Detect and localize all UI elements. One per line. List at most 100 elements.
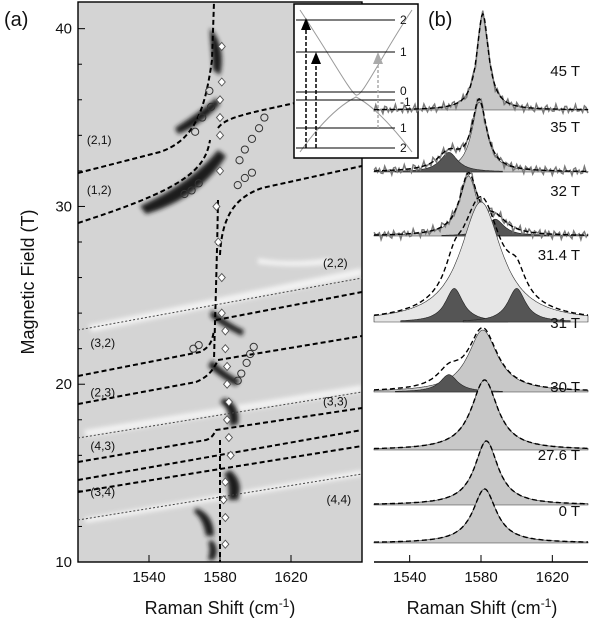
dark-features: [140, 28, 244, 560]
circle-marker: [207, 102, 216, 111]
spectrum-fit-curve: [374, 327, 588, 391]
fit-line-2-3: [78, 335, 362, 405]
spectrum-label: 27.6 T: [538, 447, 580, 464]
spectrum-label: 45 T: [550, 63, 580, 80]
spectrum-noisy-trace: [373, 10, 589, 116]
diamond-marker: [215, 95, 225, 105]
diamond-marker: [223, 415, 232, 425]
inset-level-label: 1: [400, 45, 407, 59]
spectrum-fit-curve: [373, 379, 589, 450]
circle-marker: [187, 186, 196, 195]
spectrum-side-peak: [395, 152, 503, 173]
diamond-marker: [223, 361, 232, 372]
transition-label: (3,2): [90, 336, 115, 350]
circle-marker: [233, 376, 242, 385]
dotted-line-2-2: [78, 277, 362, 331]
spectrum-label: 0 T: [559, 503, 580, 520]
inset-energy-diagram: 2 1 0-1 1 2: [293, 3, 419, 159]
diamond-marker: [219, 495, 228, 505]
diamond-marker: [215, 130, 225, 141]
diamond-marker: [215, 166, 225, 176]
inset-level-labels: 2 1 0-1 1 2: [400, 13, 411, 155]
panel-b-label: (b): [428, 9, 452, 31]
circle-marker: [205, 86, 214, 95]
circle-marker: [180, 189, 189, 199]
diamond-marker: [221, 326, 230, 336]
circle-marker: [246, 349, 255, 359]
spectrum-fit-curve: [373, 195, 589, 316]
spectrum-7: 0 T: [373, 488, 589, 544]
fit-line-2-1: [78, 1, 215, 174]
inset-level-label: 2: [400, 13, 407, 27]
spectrum-6: 27.6 T: [373, 440, 589, 506]
x-tick-label-a: 1540: [132, 569, 165, 586]
panel-b: (b) 45 T35 T32 T31.4 T31 T30 T27.6 T0 T …: [373, 9, 589, 618]
circle-marker: [240, 173, 249, 183]
panel-b-ticks: 1540 1580 1620: [393, 555, 569, 586]
spectrum-fit-curve: [374, 488, 588, 543]
inset-level-label: 1: [400, 121, 407, 135]
transition-label: (2,3): [90, 386, 115, 400]
x-tick-label-b: 1540: [393, 569, 426, 586]
fit-line-3-2-right: [215, 291, 362, 321]
diamond-marker: [217, 77, 226, 87]
transition-labels: (2,1) (1,2) (2,2) (3,2) (2,3) (3,3) (4,3) (3,4)…: [87, 133, 351, 506]
transition-label: (2,1): [87, 133, 112, 147]
diamond-marker: [217, 41, 226, 52]
spectrum-noisy-trace: [373, 171, 589, 243]
circle-marker: [233, 181, 242, 190]
diamond-marker: [221, 477, 230, 487]
spectrum-label: 30 T: [550, 379, 580, 396]
diamond-marker: [217, 308, 226, 318]
circle-marker: [260, 113, 269, 122]
circle-marker: [247, 134, 257, 143]
diamond-marker: [215, 112, 225, 123]
circle-marker: [235, 156, 244, 165]
circle-marker: [254, 124, 264, 133]
fit-line-4-3: [78, 407, 362, 463]
arrowhead-2-to-2: [301, 18, 311, 30]
spectrum-5: 30 T: [373, 379, 589, 451]
fit-line-1-2: [78, 139, 211, 224]
x-axis-title-b: Raman Shift (cm-1): [407, 596, 558, 618]
diamond-marker: [212, 201, 221, 212]
diamond-marker: [217, 272, 226, 283]
spectrum-side-peak: [462, 288, 571, 323]
y-tick-label: 30: [55, 198, 72, 215]
diamond-marker: [226, 450, 235, 461]
inset-arrows: [301, 18, 383, 148]
transition-label: (1,2): [87, 183, 112, 197]
circle-marker: [240, 145, 249, 154]
diamond-marker: [214, 237, 223, 247]
fit-lines: [78, 1, 362, 562]
diamond-marker: [221, 512, 230, 523]
inset-level-label: -1: [400, 95, 411, 109]
diamond-marker: [221, 539, 230, 549]
panel-a-ticks: 1540 1580 1620 10 20 30 40: [55, 21, 307, 586]
peak-markers: [180, 41, 269, 549]
panel-a-label: (a): [4, 9, 28, 31]
y-axis-title: Magnetic Field (T): [18, 209, 38, 354]
arrowhead-1-to-1: [373, 52, 383, 64]
spectrum-0: 45 T: [373, 10, 589, 116]
circle-marker: [194, 341, 203, 350]
y-tick-label: 10: [55, 554, 72, 571]
fit-line-1-2-right: [219, 165, 362, 256]
x-tick-label-a: 1620: [274, 569, 307, 586]
circle-marker: [191, 127, 200, 136]
transition-label: (2,2): [323, 256, 348, 270]
transition-label: (4,4): [327, 492, 352, 506]
x-tick-label-a: 1580: [203, 569, 236, 586]
spectrum-peak-fill: [373, 201, 589, 323]
fit-line-3-4: [78, 429, 362, 481]
diamond-marker: [224, 397, 233, 407]
fit-line-3-2: [78, 329, 215, 377]
inset-level-label: 0: [400, 84, 407, 98]
transition-label: (4,3): [90, 439, 115, 453]
spectrum-1: 35 T: [373, 97, 589, 178]
spectrum-fit-curve: [374, 12, 588, 111]
spectrum-fit-curve: [374, 440, 589, 505]
spectra: 45 T 35 T 32 T 31.4 T 31 T 30 T 27.6 T 0 T: [373, 10, 589, 544]
circle-marker: [242, 358, 251, 367]
fit-line-2-1-right: [217, 87, 362, 129]
